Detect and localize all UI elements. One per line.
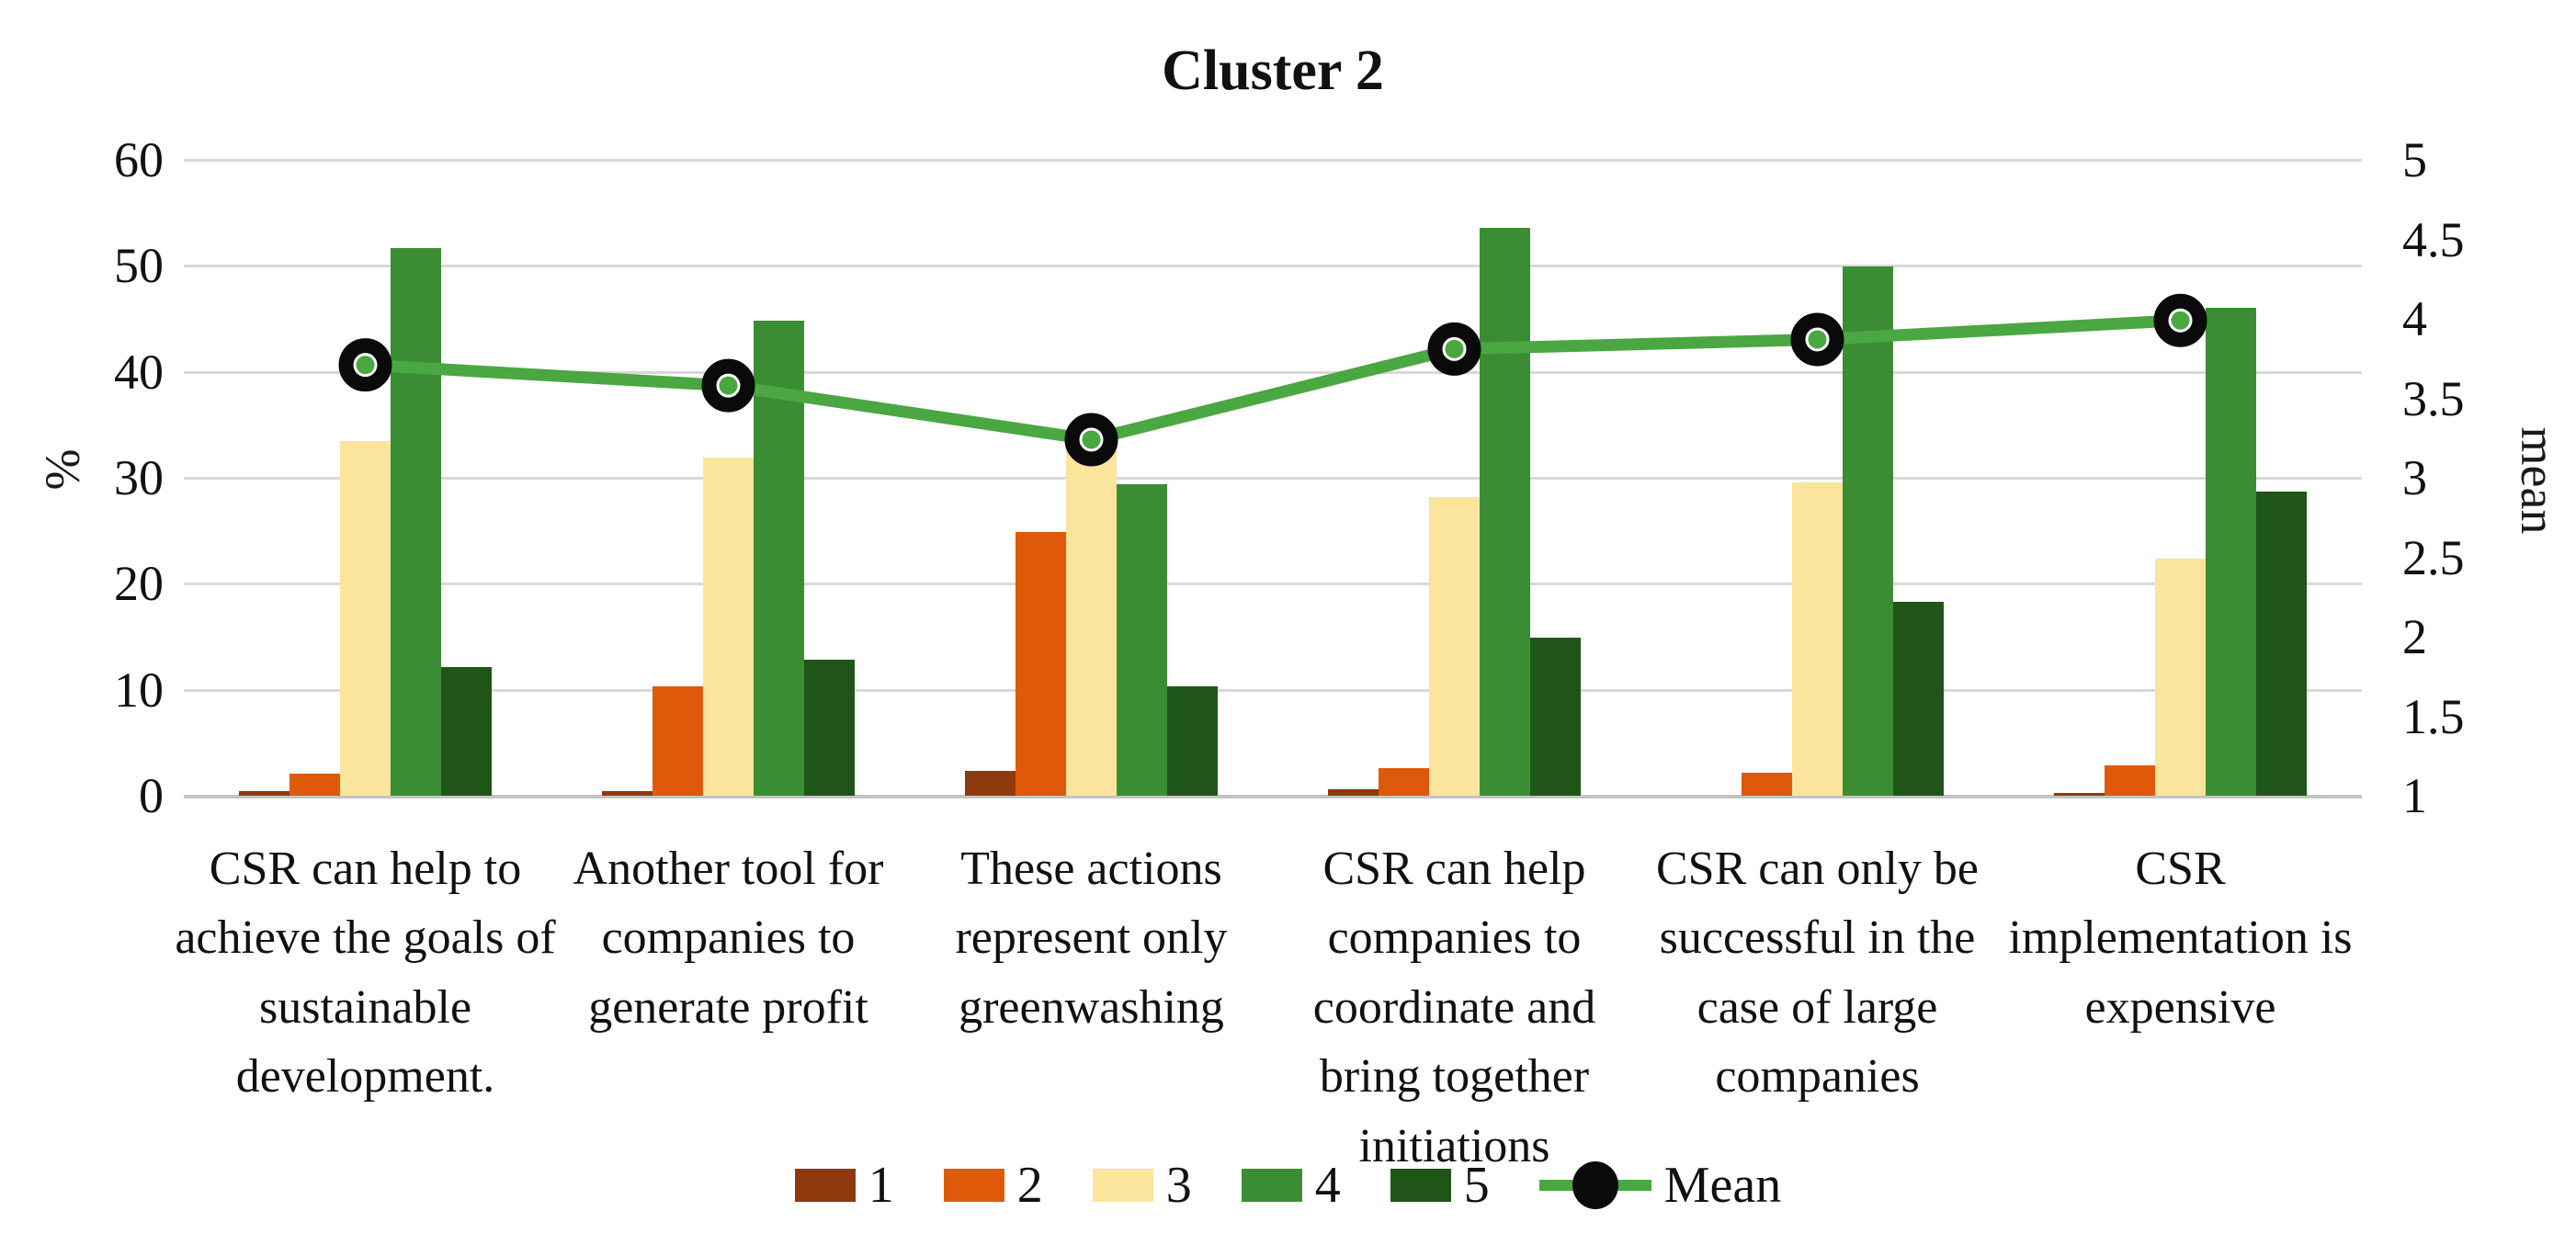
legend-swatch	[794, 1169, 856, 1202]
bar-series-1	[965, 771, 1016, 796]
bar-series-1	[1328, 789, 1379, 796]
legend-item: 1	[794, 1156, 894, 1215]
mean-marker-center	[1082, 430, 1101, 449]
category-label: Another tool for companies to generate p…	[573, 843, 884, 1034]
right-axis-tick: 1	[2402, 768, 2427, 823]
right-axis-tick: 4.5	[2402, 211, 2465, 267]
bar-series-4	[1843, 266, 1893, 796]
right-axis-tick: 1.5	[2402, 688, 2465, 744]
mean-marker-center	[356, 356, 375, 375]
bar-series-5	[1530, 638, 1581, 796]
bar-series-1	[2054, 792, 2105, 796]
category-label: CSR can only be successful in the case o…	[1656, 843, 1979, 1104]
bar-series-1	[239, 791, 289, 796]
left-axis-tick: 50	[114, 238, 164, 294]
legend-swatch	[943, 1169, 1004, 1202]
legend-mean-symbol	[1538, 1160, 1651, 1211]
gridline	[184, 583, 2362, 586]
category-label: CSR implementation is expensive	[2008, 843, 2353, 1034]
right-axis-tick: 3	[2402, 450, 2427, 505]
bar-series-2	[289, 773, 340, 796]
left-axis-tick: 60	[114, 132, 164, 187]
legend-swatch	[1092, 1169, 1153, 1202]
right-axis-tick: 2.5	[2402, 529, 2465, 585]
bar-series-5	[441, 667, 492, 796]
left-axis-tick: 20	[114, 556, 164, 612]
chart-title: Cluster 2	[1162, 40, 1384, 102]
left-axis-tick: 40	[114, 344, 164, 400]
bar-series-1	[602, 791, 653, 796]
right-axis-tick: 5	[2402, 132, 2427, 187]
mean-marker-center	[1808, 330, 1827, 349]
legend-label: 5	[1463, 1157, 1490, 1214]
legend-swatch	[1390, 1169, 1451, 1202]
legend-label: 3	[1165, 1157, 1192, 1214]
bar-series-3	[340, 440, 391, 796]
category-label: These actions represent only greenwashin…	[955, 843, 1228, 1034]
legend-label: 2	[1016, 1157, 1043, 1214]
bar-series-3	[2155, 558, 2206, 796]
bar-series-4	[1117, 483, 1167, 796]
bar-series-2	[1379, 768, 1429, 796]
mean-line	[365, 314, 2181, 447]
gridline	[184, 477, 2362, 480]
legend-item-mean: Mean	[1538, 1156, 1782, 1215]
bar-series-5	[804, 660, 855, 796]
bar-series-2	[1016, 531, 1066, 796]
left-axis-tick: 0	[139, 768, 164, 823]
gridline	[184, 159, 2362, 162]
bar-series-3	[1066, 448, 1117, 796]
bar-series-2	[1742, 772, 1792, 796]
bar-series-5	[2256, 491, 2307, 796]
mean-marker-center	[1445, 339, 1464, 358]
right-axis-tick: 4	[2402, 291, 2427, 346]
mean-marker-center	[719, 376, 738, 395]
mean-marker-center	[2171, 311, 2190, 330]
legend-mean-marker	[1572, 1161, 1618, 1209]
category-label: CSR can help companies to coordinate and…	[1312, 843, 1596, 1172]
gridline	[184, 265, 2362, 268]
bar-series-3	[703, 458, 754, 796]
legend-item: 2	[943, 1156, 1043, 1215]
right-axis-tick: 3.5	[2402, 370, 2465, 426]
legend: 1 2 3 4 5 Mean	[0, 1156, 2576, 1215]
bar-series-4	[1480, 227, 1530, 796]
legend-label: 4	[1314, 1157, 1341, 1214]
bar-series-3	[1792, 481, 1843, 796]
left-axis-tick: 10	[114, 662, 164, 718]
legend-item: 3	[1092, 1156, 1192, 1215]
bar-series-4	[2206, 308, 2256, 796]
bar-series-2	[2105, 764, 2155, 796]
bar-series-5	[1167, 686, 1218, 796]
right-axis-tick: 2	[2402, 609, 2427, 664]
bar-series-2	[653, 686, 703, 796]
left-axis-tick: 30	[114, 450, 164, 505]
gridline	[184, 370, 2362, 374]
gridline	[184, 688, 2362, 692]
bar-series-3	[1429, 496, 1480, 796]
legend-swatch	[1241, 1169, 1302, 1202]
legend-item: 5	[1390, 1156, 1490, 1215]
category-label: CSR can help to achieve the goals of sus…	[175, 843, 556, 1104]
legend-item: 4	[1241, 1156, 1341, 1215]
bar-series-5	[1893, 601, 1944, 796]
x-axis-line	[184, 795, 2362, 798]
legend-label: 1	[868, 1157, 894, 1214]
bar-series-4	[391, 247, 441, 796]
legend-label: Mean	[1663, 1157, 1782, 1214]
